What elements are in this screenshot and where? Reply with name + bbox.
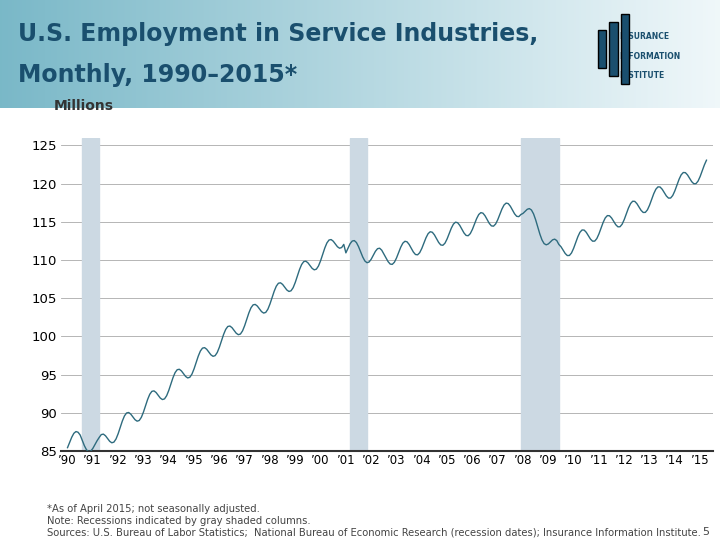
FancyBboxPatch shape [621,14,629,84]
Text: INSURANCE: INSURANCE [619,32,670,42]
Bar [350,138,367,451]
Text: U.S. Employment in Service Industries,: U.S. Employment in Service Industries, [18,22,539,45]
FancyBboxPatch shape [609,22,618,76]
Text: INSTITUTE: INSTITUTE [619,71,665,80]
Text: INFORMATION: INFORMATION [619,52,680,61]
FancyBboxPatch shape [598,30,606,68]
Bar [82,138,99,451]
Bar [521,138,559,451]
Text: Monthly, 1990–2015*: Monthly, 1990–2015* [18,63,297,86]
Text: 5: 5 [702,527,709,537]
Text: Millions: Millions [54,99,114,113]
Text: *As of April 2015; not seasonally adjusted.
Note: Recessions indicated by gray s: *As of April 2015; not seasonally adjust… [47,504,701,537]
